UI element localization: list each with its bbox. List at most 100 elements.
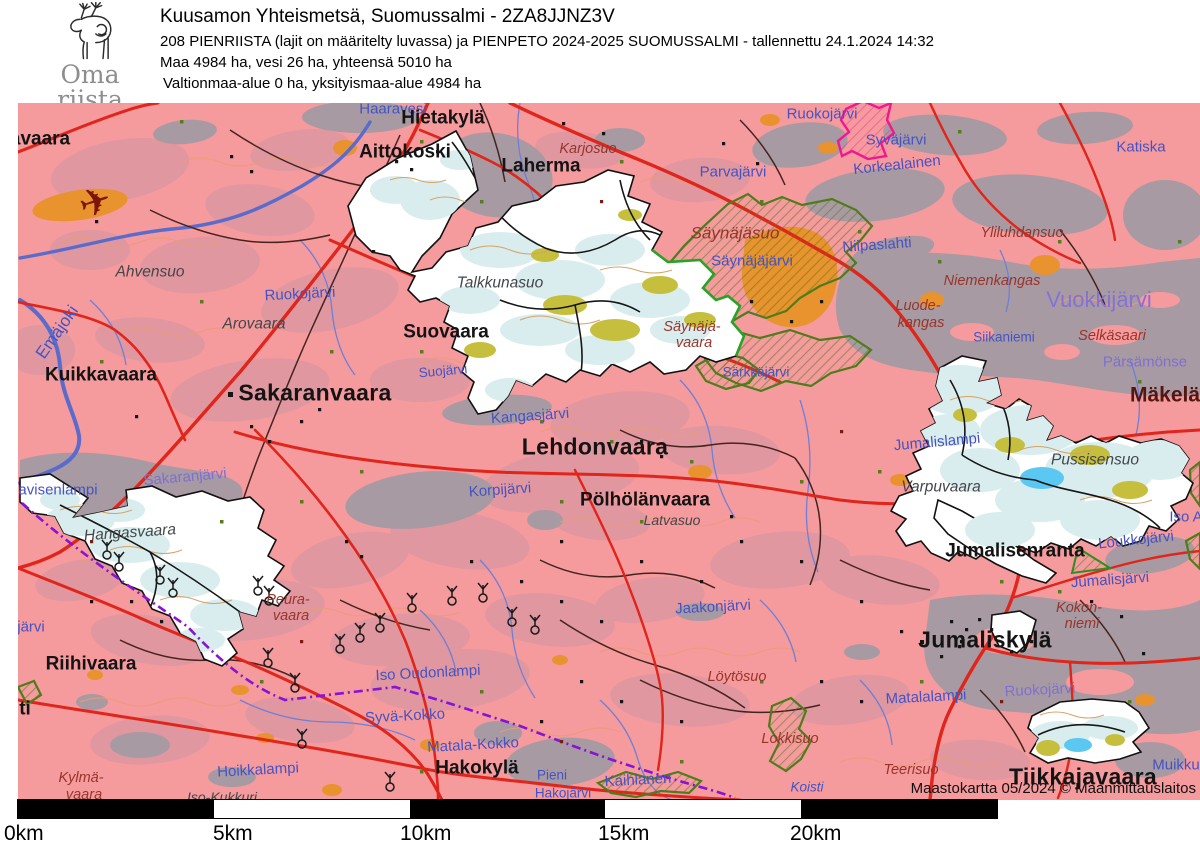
map-label: Hakokylä [435,757,519,779]
municipal-boundary [21,502,736,800]
map-label: Jumalisenranta [945,540,1085,562]
map-label: Ahvensuo [115,263,185,281]
map-label: vaara [65,786,103,800]
map-label: Teerisuo [883,761,939,778]
permit-line: 208 PIENRIISTA (lajit on määritelty luva… [160,33,934,50]
scale-bar [17,799,998,819]
map-label: Löytösuo [707,668,767,685]
map-label: Korkealainen [852,151,942,179]
map-label: Koisti [790,779,824,795]
map-label: Latvasuo [643,512,701,528]
map-label: Ruokojärvi [786,105,858,123]
scale-tick-label: 15km [598,822,650,845]
map-label: Muikku [1152,756,1200,774]
map-label: Iso-Kukkuri [186,789,258,800]
map-label: Säynäjäsuo [690,223,780,243]
scale-tick-label: 0km [4,822,44,845]
map-label: Ruokojärvi [1004,679,1076,701]
map-label: Kangasjärvi [490,404,570,428]
map-label: Korpijärvi [468,479,532,501]
map-label: Kaihlanen [604,769,672,791]
map-graphics: ✈ [18,103,1200,800]
map-label: Särkkäjärvi [722,364,790,380]
map-label: Riihivaara [45,653,137,675]
area4-detail [1030,711,1138,756]
map-label: Tiikkajavaara [1009,763,1157,790]
map-label: vaara [675,334,713,351]
map-label: Pieni [536,767,568,783]
map-label: kangas [897,314,945,331]
map-label: Varpuvaara [901,478,981,496]
map-label: avaara [18,128,71,150]
area3-detail [915,365,1193,548]
scale-bar-segment [801,800,997,818]
map-label: Säynäjä- [663,318,721,335]
map-label-layer: Haaravesi avaara Hietakylä Aittokoski Laherm… [18,103,1200,800]
map-label: Matalalampi [885,686,967,708]
map-label: Karjosuo [559,140,617,157]
map-label: Laherma [501,155,581,177]
map-label: Lokkisuo [761,730,819,747]
oma-riista-logo: Oma riista [28,2,152,112]
report-header: Oma riista Kuusamon Yhteismetsä, Suomuss… [0,0,1200,112]
prohibited-area-outline [836,103,896,161]
map-label: Ruokojärvi [264,283,336,305]
scale-tick-label: 10km [400,822,452,845]
map-label: ti [19,698,31,720]
map-label: Parvajärvi [699,163,767,181]
map-label: Matala-Kokko [426,734,520,756]
map-label: Peura- [266,591,310,608]
scale-bar-segment [18,800,214,818]
page-title: Kuusamon Yhteismetsä, Suomussalmi - 2ZA8… [160,6,615,27]
map-label: Jaakonjärvi [674,596,752,618]
map-label: Sakaranjärvi [142,464,228,490]
map-label: Jumalisjärvi [1070,568,1150,592]
map-label: Arovaara [222,315,286,333]
map-label: järvi [18,618,45,636]
reserve-triangle [1070,546,1113,575]
moose-icon [70,2,112,60]
map-label: Kuikkavaara [45,364,157,386]
map-label: Katiska [1116,138,1166,156]
map-label: Mäkelä [1129,383,1200,407]
map-label: Luode- [895,297,941,314]
scale-bar-labels: 0km 5km 10km 15km 20km [0,822,1200,848]
building-marks [90,122,1146,724]
map-label: Hoikkalampi [216,759,300,781]
scale-tick-label: 20km [790,822,842,845]
map-label: Aittokoski [359,141,451,163]
map-label: Haaravesi [359,103,427,118]
scale-tick-label: 5km [213,822,253,845]
map-label: Kokon- [1056,599,1102,616]
map-label: Hangasvaara [83,521,177,545]
topographic-map: ✈ Haaravesi avaara Hietakylä Aittokoski Lahe… [18,103,1200,800]
map-label: Iso Oudonlampi [375,661,481,685]
map-label: Pussisensuo [1051,451,1139,469]
map-label: Yliluhdansuo [980,224,1064,241]
map-label: Jumaliskylä [918,626,1052,653]
map-label: Niipaslahti [841,234,913,256]
map-copyright: Maastokartta 05/2024 © Maanmittauslaitos [910,780,1196,797]
map-label: Suovaara [403,321,489,343]
map-label: Pärsämönse [1102,353,1188,371]
rivers [18,120,372,485]
map-label: Hakojärvi [534,785,592,800]
map-label: avisenlampi [18,481,98,499]
map-label: Suojärvi [418,361,468,381]
logo-wordmark: Oma riista [57,60,123,114]
map-label: Hietakylä [401,107,485,129]
map-label: Säynäjäjärvi [711,252,793,270]
map-label: Emäjoki [31,301,83,363]
map-label: Jumalislampi [893,429,981,455]
map-label: Lehdonvaara [521,433,669,460]
map-label: Syväjärvi [865,131,927,149]
scale-bar-segment [213,800,410,818]
map-label: Niemenkangas [943,272,1041,289]
land-split-line: Valtionmaa-alue 0 ha, yksityismaa-alue 4… [163,75,482,92]
map-label: Siikaniemi [973,329,1035,345]
scale-bar-segment [409,800,606,818]
area-totals-line: Maa 4984 ha, vesi 26 ha, yhteensä 5010 h… [160,54,452,71]
map-label: vaara [272,607,310,624]
terrain-shading [18,129,1030,781]
map-label: Kylmä- [58,769,104,786]
